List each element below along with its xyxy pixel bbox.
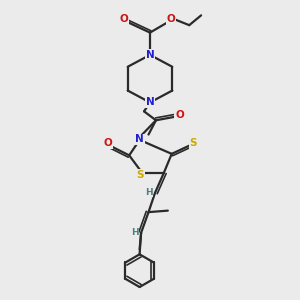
Text: S: S [190,138,197,148]
Text: O: O [175,110,184,120]
Text: H: H [145,188,152,197]
Text: N: N [146,98,154,107]
Text: H: H [131,228,138,237]
Text: O: O [167,14,175,24]
Text: O: O [103,139,112,148]
Text: S: S [137,170,144,180]
Text: N: N [146,50,154,60]
Text: O: O [119,14,128,24]
Text: N: N [135,134,144,144]
